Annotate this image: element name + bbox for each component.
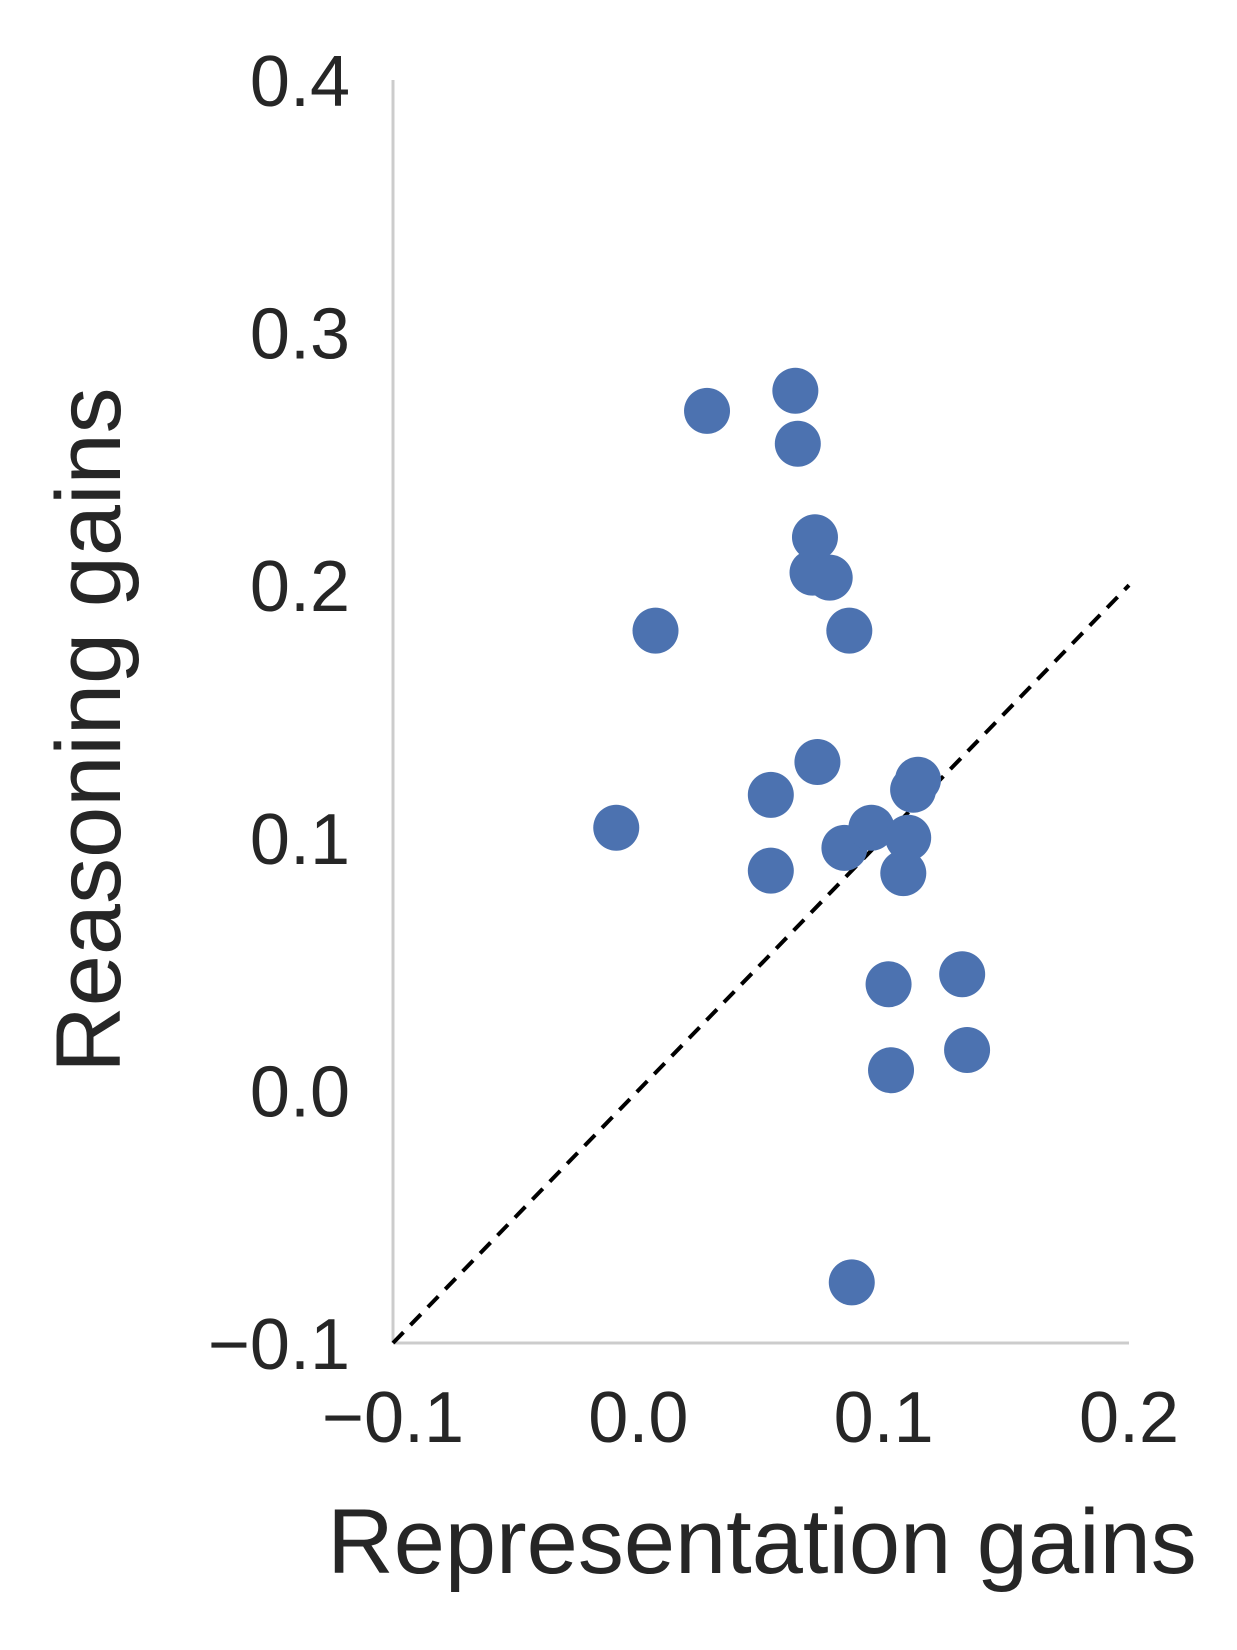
- x-tick-label: 0.2: [1079, 1378, 1179, 1458]
- data-point-23: [828, 1259, 875, 1306]
- y-tick-label: 0.0: [250, 1052, 350, 1132]
- data-point-18: [880, 850, 927, 897]
- x-axis-label: Representation gains: [327, 1491, 1196, 1593]
- data-point-14: [848, 804, 895, 851]
- y-tick-label: −0.1: [208, 1305, 350, 1385]
- data-point-21: [944, 1026, 991, 1073]
- data-point-11: [747, 771, 794, 818]
- data-point-8: [806, 554, 853, 601]
- x-tick-label: −0.1: [322, 1378, 464, 1458]
- data-point-3: [684, 387, 731, 434]
- data-point-20: [939, 951, 986, 998]
- reference-line: [391, 583, 1131, 1345]
- y-tick-label: 0.2: [250, 547, 350, 627]
- y-axis-label: Reasoning gains: [38, 387, 140, 1072]
- data-point-1: [593, 804, 640, 851]
- reference-line-layer: [391, 583, 1131, 1345]
- y-tick-label: 0.3: [250, 295, 350, 375]
- x-tick-label: 0.1: [834, 1378, 934, 1458]
- x-tick-label: 0.0: [588, 1378, 688, 1458]
- data-point-16: [895, 756, 942, 803]
- data-point-5: [774, 420, 821, 467]
- data-point-9: [826, 607, 873, 654]
- data-point-17: [885, 814, 932, 861]
- points-layer: [593, 367, 991, 1306]
- data-point-19: [865, 961, 912, 1008]
- y-tick-label: 0.4: [250, 42, 350, 122]
- data-point-10: [794, 739, 841, 786]
- data-point-4: [772, 367, 819, 414]
- data-point-6: [791, 514, 838, 561]
- tick-labels: −0.1 0.0 0.1 0.2 −0.1 0.0 0.1 0.2 0.3 0.4: [208, 42, 1179, 1458]
- y-tick-label: 0.1: [250, 800, 350, 880]
- data-point-22: [868, 1047, 915, 1094]
- data-point-12: [747, 847, 794, 894]
- data-point-2: [632, 607, 679, 654]
- axes: [391, 80, 1129, 1345]
